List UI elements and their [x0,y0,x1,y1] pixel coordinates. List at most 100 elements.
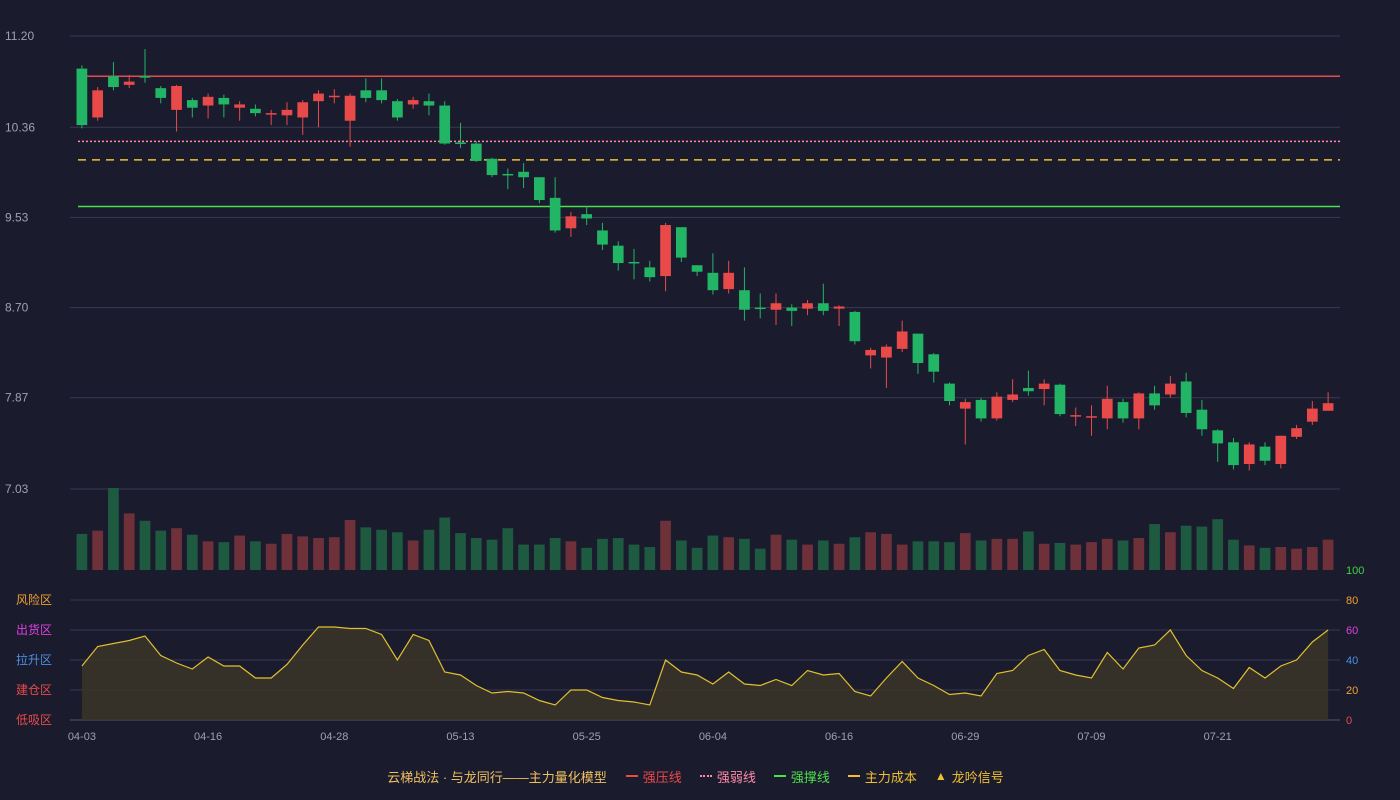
candle-body [1164,383,1176,395]
volume-bar [849,537,861,570]
price-tick-label: 7.87 [5,391,29,405]
volume-bar [581,547,593,570]
volume-bar [628,544,640,570]
candle-body [928,354,940,372]
x-tick-label: 04-28 [320,731,348,743]
legend-swatch [625,775,638,777]
volume-bar [186,534,198,570]
volume-bar [518,544,529,570]
volume-bar [833,543,845,570]
legend-item-strong-support[interactable]: 强撑线 [773,767,830,786]
volume-bar [644,547,656,570]
candle-body [1180,381,1192,413]
volume-bar [439,517,451,570]
volume-bar [1133,538,1145,570]
x-tick-label: 05-13 [446,731,474,743]
x-tick-label: 04-03 [68,731,96,743]
volume-bar [234,535,246,570]
volume-bar [865,532,877,570]
volume-bar [597,538,608,570]
legend-item-main-cost[interactable]: 主力成本 [847,767,917,786]
candle-body [739,290,750,310]
zone-label: 低吸区 [16,713,52,727]
x-tick-label: 06-16 [825,731,853,743]
price-tick-label: 7.03 [5,482,29,496]
legend-swatch [847,775,860,777]
candle-body [344,95,356,121]
candle-body [265,113,277,115]
candle-body [549,197,561,231]
volume-bar [171,528,182,570]
volume-bar [123,513,135,570]
candle-body [486,158,498,176]
volume-bar [1164,532,1176,570]
volume-bar [770,534,782,570]
candle-body [1243,444,1255,465]
indicator-tick-label: 40 [1346,655,1358,667]
candle-body [1275,435,1287,465]
candle-body [155,88,167,98]
candle-body [234,104,246,108]
legend-label: 主力成本 [864,769,917,785]
legend-label: 龙吟信号 [951,769,1004,785]
candle-body [896,331,908,349]
reference-lines [78,75,1340,208]
volume-bar [565,541,577,570]
candle-body [1322,403,1334,411]
candle-body [1007,394,1018,400]
candle-body [1117,402,1129,419]
candle-body [360,90,372,98]
volume-bar [549,538,561,570]
volume-bar [1149,524,1160,570]
volume-bar [1101,538,1113,570]
volume-bar [660,520,671,570]
stock-chart: 11.20 10.36 9.53 8.70 7.87 7.03 100 80 60 40 20 0 风… [5,29,1364,743]
legend-label: 强压线 [642,769,682,785]
triangle-icon: ▲ [934,769,947,783]
volume-bar [1212,519,1224,570]
volume-bar [407,540,419,570]
candle-body [533,177,545,201]
candle-body [439,105,451,144]
candle-body [76,68,88,126]
volume-bar [202,541,214,570]
candle-body [108,76,119,88]
legend-item-dragon-signal[interactable]: ▲ 龙吟信号 [935,767,1004,786]
candle-body [881,346,892,358]
candle-body [1291,428,1302,437]
volume-bar [739,538,750,570]
volume-bar [1243,545,1255,570]
candle-body [202,96,214,106]
candle-body [644,267,656,278]
candle-body [376,90,387,101]
legend-item-strong-weak[interactable]: 强弱线 [699,767,756,786]
candle-body [849,311,861,342]
volume-bar [786,539,798,570]
volume-bar [360,527,372,570]
volume-bar [218,542,230,570]
price-tick-label: 8.70 [5,301,29,315]
volume-bar [896,544,908,570]
volume-bar [723,537,735,570]
candle-body [281,109,293,116]
volume-bar [344,519,356,570]
candle-body [407,100,419,105]
price-grid [70,35,1340,490]
zone-label: 建仓区 [16,683,52,697]
candle-body [423,101,435,106]
volume-bar [92,530,104,570]
x-tick-label: 04-16 [194,731,222,743]
volume-bar [139,520,151,570]
volume-bar [675,540,687,570]
volume-bar [1259,547,1271,570]
candle-body [565,216,577,229]
x-tick-label: 07-09 [1077,731,1105,743]
candle-body [786,307,798,311]
candle-body [1149,393,1160,406]
legend-item-strong-pressure[interactable]: 强压线 [625,767,682,786]
price-tick-label: 11.20 [5,29,34,43]
volume-bar [1306,547,1318,570]
candle-body [139,76,151,78]
legend-swatch [699,775,712,777]
candle-body [92,90,104,118]
